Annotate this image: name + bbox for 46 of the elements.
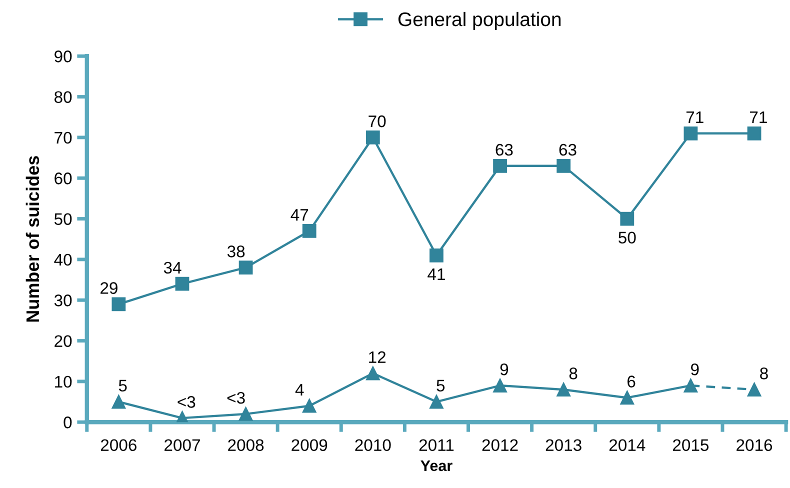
x-tick-label: 2011: [419, 439, 454, 452]
data-label: 6: [628, 376, 636, 388]
data-label: 34: [164, 262, 182, 274]
data-label: 5: [118, 380, 127, 392]
data-label: 63: [559, 144, 576, 156]
data-label: 9: [691, 363, 699, 376]
x-tick-label: 2016: [736, 439, 772, 452]
x-tick-label: 2006: [100, 439, 136, 452]
data-label: 12: [369, 351, 386, 363]
data-label: 38: [227, 246, 245, 258]
y-tick-label: 10: [55, 376, 72, 388]
y-tick-label: 30: [54, 294, 72, 306]
y-tick-label: 90: [54, 50, 72, 62]
y-tick-label: 50: [54, 213, 72, 225]
y-tick-label: 40: [54, 254, 72, 266]
x-tick-label: 2010: [355, 439, 391, 452]
data-label: 5: [436, 380, 445, 392]
x-tick-label: 2012: [482, 439, 518, 452]
x-tick-label: 2015: [673, 439, 709, 452]
data-label: 63: [496, 144, 513, 156]
data-label: <3: [178, 396, 196, 408]
data-label: 8: [569, 368, 578, 380]
x-tick-label: 2009: [292, 439, 328, 452]
data-label: <3: [227, 392, 245, 404]
data-label: 71: [750, 112, 767, 123]
data-label: 8: [760, 368, 768, 380]
data-label: 47: [290, 209, 308, 221]
x-tick-label: 2014: [609, 439, 646, 452]
x-axis-title: Year: [420, 460, 452, 472]
x-tick-label: 2008: [228, 439, 264, 452]
data-label: 70: [368, 115, 386, 128]
data-label: 29: [100, 282, 118, 294]
data-label: 50: [618, 232, 636, 244]
y-tick-label: 0: [64, 416, 72, 428]
x-tick-label: 2007: [164, 439, 200, 452]
y-axis-title: Number of suicides: [26, 156, 40, 322]
y-tick-label: 60: [54, 172, 72, 184]
data-label: 9: [500, 363, 508, 376]
y-tick-label: 20: [54, 335, 72, 347]
x-tick-label: 2013: [546, 439, 582, 452]
y-tick-label: 70: [54, 132, 72, 144]
data-label: 4: [295, 384, 304, 396]
y-tick-label: 80: [54, 91, 72, 103]
data-label: 71: [686, 112, 704, 123]
data-label: 41: [428, 268, 445, 280]
legend-label: General population: [398, 12, 561, 30]
